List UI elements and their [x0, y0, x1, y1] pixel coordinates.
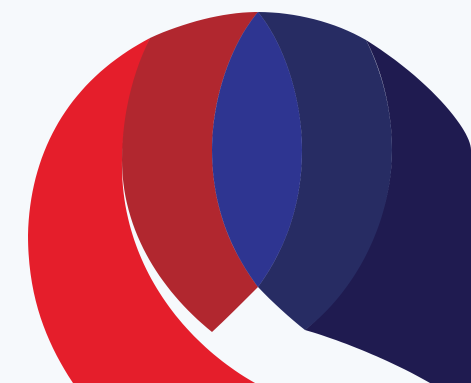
center-right-navy-shape: [258, 12, 392, 330]
right-navy-shape: [305, 40, 471, 383]
left-red-shape: [28, 38, 255, 383]
center-left-red-shape: [122, 12, 258, 332]
center-blue-lens: [212, 12, 302, 287]
